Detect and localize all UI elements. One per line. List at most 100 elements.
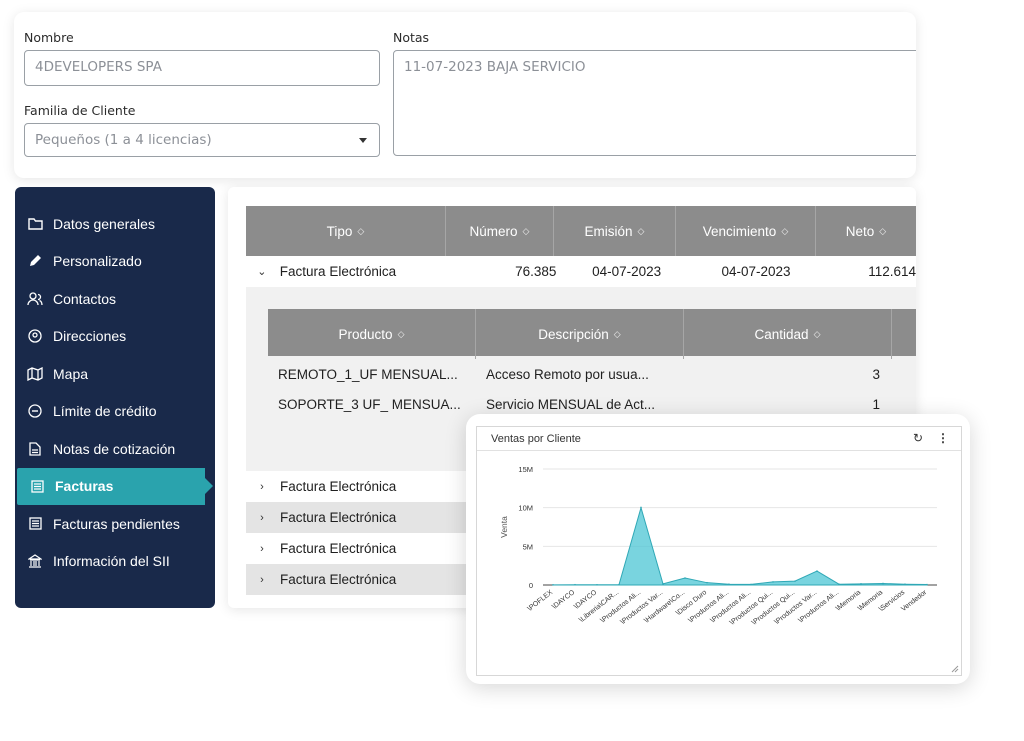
- sort-icon: ◇: [813, 328, 821, 339]
- sidebar-item-label: Direcciones: [53, 328, 127, 345]
- refresh-icon[interactable]: ↻: [912, 431, 923, 445]
- chevron-right-icon[interactable]: ›: [260, 480, 264, 493]
- data-point: [882, 582, 884, 585]
- chevron-right-icon[interactable]: ›: [260, 542, 264, 555]
- contacts-icon: [27, 291, 43, 307]
- resize-handle-icon[interactable]: [951, 665, 959, 673]
- familia-selected-value: Pequeños (1 a 4 licencias): [35, 132, 212, 148]
- table-row[interactable]: REMOTO_1_UF MENSUAL... Acceso Remoto por…: [278, 366, 880, 382]
- data-point: [706, 581, 708, 584]
- y-tick-label: 5M: [523, 542, 533, 551]
- sidebar-item-personalizado[interactable]: Personalizado: [15, 243, 215, 281]
- document-icon: [27, 441, 43, 457]
- data-point: [640, 506, 642, 509]
- familia-select[interactable]: Pequeños (1 a 4 licencias): [24, 123, 380, 157]
- chevron-right-icon[interactable]: ›: [260, 511, 264, 524]
- data-point: [750, 583, 752, 586]
- column-header-numero[interactable]: Número ◇: [446, 206, 554, 256]
- chevron-down-icon: [359, 138, 367, 143]
- sort-icon: ◇: [781, 225, 789, 236]
- client-form-card: Nombre 4DEVELOPERS SPA Notas 11-07-2023 …: [14, 12, 916, 178]
- sidebar-item-limite-credito[interactable]: Límite de crédito: [15, 393, 215, 431]
- data-point: [838, 583, 840, 586]
- column-header-neto[interactable]: Neto ◇: [845, 223, 887, 239]
- column-header-tipo[interactable]: Tipo ◇: [246, 206, 446, 256]
- sort-icon: ◇: [637, 225, 645, 236]
- data-point: [926, 583, 928, 586]
- nombre-label: Nombre: [24, 30, 74, 45]
- column-header-cantidad[interactable]: Cantidad ◇: [684, 309, 892, 359]
- chart-panel: Ventas por Cliente ↻ ⋮ 0 5M 10M 15M Venta \PO…: [476, 426, 962, 676]
- pencil-icon: [27, 253, 43, 269]
- column-header-producto[interactable]: Producto ◇: [268, 309, 476, 359]
- sidebar: Datos generales Personalizado Contactos …: [15, 187, 215, 608]
- sidebar-item-facturas-pendientes[interactable]: Facturas pendientes: [15, 505, 215, 543]
- sidebar-item-label: Datos generales: [53, 215, 155, 232]
- column-header-emision[interactable]: Emisión ◇: [554, 206, 676, 256]
- sidebar-item-datos-generales[interactable]: Datos generales: [15, 205, 215, 243]
- sidebar-item-direcciones[interactable]: Direcciones: [15, 318, 215, 356]
- sidebar-item-contactos[interactable]: Contactos: [15, 280, 215, 318]
- sort-icon: ◇: [357, 225, 365, 236]
- column-header-extra: [892, 309, 916, 359]
- familia-label: Familia de Cliente: [24, 103, 136, 118]
- sort-icon: ◇: [397, 328, 405, 339]
- location-icon: [27, 328, 43, 344]
- sales-chart-widget: Ventas por Cliente ↻ ⋮ 0 5M 10M 15M Venta \PO…: [466, 414, 970, 684]
- column-header-descripcion[interactable]: Descripción ◇: [476, 309, 684, 359]
- data-point: [662, 583, 664, 585]
- data-point: [860, 583, 862, 585]
- sort-icon: ◇: [613, 328, 621, 339]
- sort-icon: ◇: [522, 225, 530, 236]
- folder-icon: [27, 216, 43, 232]
- sidebar-item-label: Límite de crédito: [53, 403, 157, 420]
- bank-icon: [27, 553, 43, 569]
- sidebar-item-label: Facturas pendientes: [53, 515, 180, 532]
- y-axis-label: Venta: [499, 516, 509, 538]
- data-point: [574, 583, 576, 586]
- sidebar-item-facturas[interactable]: Facturas: [17, 467, 213, 505]
- table-row-expanded[interactable]: ⌄ Factura Electrónica 76.385 04-07-2023 …: [246, 256, 916, 287]
- data-point: [552, 584, 554, 586]
- list-icon: [27, 516, 43, 532]
- x-tick-label: Vendedor: [900, 589, 928, 613]
- chart-plot: 05M10M15MVenta\POFLEX\DAYCO\DAYCO\Librer…: [499, 465, 937, 627]
- sidebar-item-informacion-sii[interactable]: Información del SII: [15, 543, 215, 581]
- y-tick-label: 0: [529, 581, 533, 590]
- invoices-table-header: Tipo ◇ Número ◇ Emisión ◇ Vencimiento ◇ Neto…: [246, 206, 916, 256]
- y-tick-label: 10M: [518, 504, 533, 513]
- notas-textarea[interactable]: 11-07-2023 BAJA SERVICIO: [393, 50, 916, 156]
- minus-circle-icon: [27, 403, 43, 419]
- data-point: [684, 577, 686, 579]
- sort-icon: ◇: [879, 225, 887, 236]
- invoice-detail-table: Producto ◇ Descripción ◇ Cantidad ◇ REMOTO_…: [268, 309, 916, 459]
- data-point: [772, 581, 774, 583]
- map-icon: [27, 366, 43, 382]
- x-tick-label: \DAYCO: [551, 589, 576, 611]
- chevron-down-icon[interactable]: ⌄: [257, 266, 267, 278]
- sidebar-item-notas-cotizacion[interactable]: Notas de cotización: [15, 430, 215, 468]
- kebab-menu-icon[interactable]: ⋮: [937, 431, 949, 445]
- sidebar-item-label: Facturas: [55, 478, 114, 495]
- notas-label: Notas: [393, 30, 430, 45]
- x-tick-label: \POFLEX: [527, 589, 555, 613]
- sidebar-item-label: Personalizado: [53, 253, 142, 270]
- detail-table-header: Producto ◇ Descripción ◇ Cantidad ◇: [268, 309, 916, 359]
- data-point: [596, 583, 598, 586]
- sidebar-item-label: Notas de cotización: [53, 440, 176, 457]
- table-row[interactable]: SOPORTE_3 UF_ MENSUA... Servicio MENSUAL…: [278, 396, 880, 412]
- data-point: [618, 583, 620, 586]
- y-tick-label: 15M: [518, 465, 533, 474]
- sidebar-item-label: Información del SII: [53, 553, 170, 570]
- data-point: [816, 570, 818, 572]
- data-point: [728, 583, 730, 586]
- data-point: [794, 580, 796, 582]
- sidebar-item-mapa[interactable]: Mapa: [15, 355, 215, 393]
- sidebar-item-label: Contactos: [53, 290, 117, 307]
- column-header-vencimiento[interactable]: Vencimiento ◇: [676, 206, 816, 256]
- chevron-right-icon[interactable]: ›: [260, 573, 264, 586]
- list-icon: [29, 478, 45, 494]
- nombre-input[interactable]: 4DEVELOPERS SPA: [24, 50, 380, 86]
- sidebar-item-label: Mapa: [53, 365, 89, 382]
- chart-header: Ventas por Cliente ↻ ⋮: [477, 427, 961, 451]
